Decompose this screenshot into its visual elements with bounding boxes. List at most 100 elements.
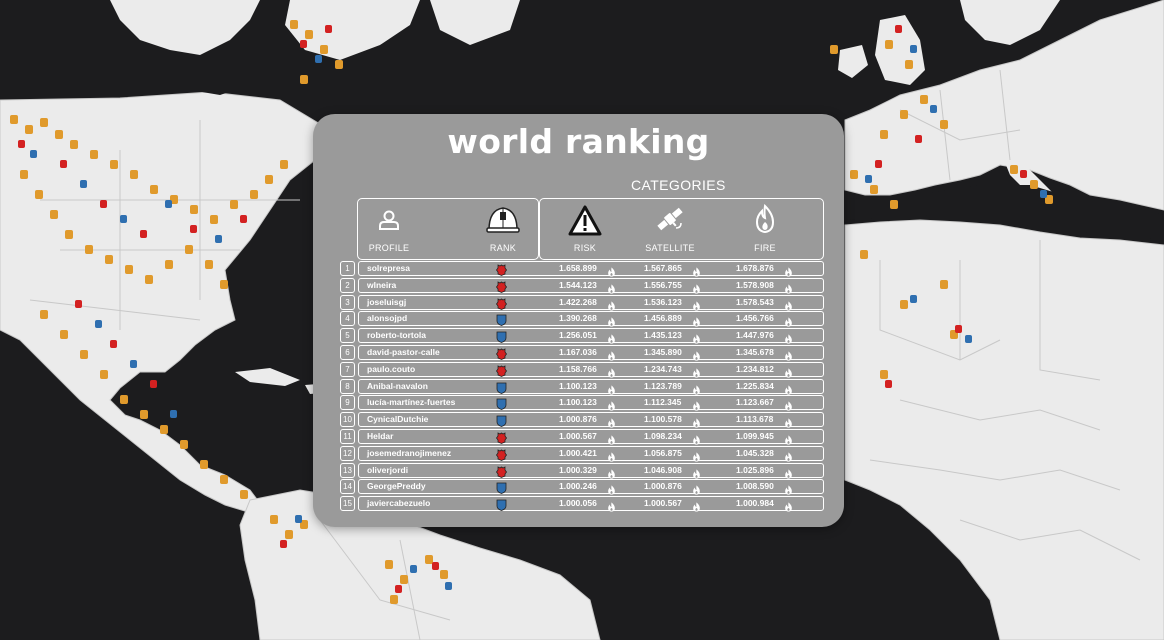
row-position: 9 xyxy=(340,395,355,411)
username-link[interactable]: joseluisgj xyxy=(367,296,407,307)
row-bar[interactable]: david-pastor-calle 1.167.036 1.345.890 1.34… xyxy=(358,344,824,361)
flame-icon xyxy=(692,415,701,428)
flame-icon xyxy=(692,398,701,411)
username-link[interactable]: roberto-tortola xyxy=(367,330,427,341)
flame-icon xyxy=(607,482,616,495)
risk-score: 1.658.899 xyxy=(559,263,597,273)
table-row[interactable]: 15 javiercabezuelo 1.000.056 1.000.567 1.000… xyxy=(340,496,824,512)
flame-icon xyxy=(607,415,616,428)
rank-label: RANK xyxy=(489,243,517,253)
flame-icon xyxy=(692,298,701,311)
fire-score: 1.045.328 xyxy=(736,447,774,458)
risk-score: 1.422.268 xyxy=(559,296,597,307)
flame-icon xyxy=(607,365,616,378)
username-link[interactable]: oliverjordi xyxy=(367,464,409,475)
rank-blue-icon xyxy=(496,481,507,495)
table-row[interactable]: 12 josemedranojimenez 1.000.421 1.056.875 1.… xyxy=(340,445,824,462)
row-bar[interactable]: javiercabezuelo 1.000.056 1.000.567 1.000.9… xyxy=(358,496,824,512)
row-bar[interactable]: Heldar 1.000.567 1.098.234 1.099.945 xyxy=(358,428,824,445)
flame-icon xyxy=(784,331,793,344)
helmet-icon xyxy=(486,207,520,233)
canada-north xyxy=(110,0,260,55)
africa-landmass xyxy=(844,219,1164,640)
risk-score: 1.000.246 xyxy=(559,481,597,492)
username-link[interactable]: david-pastor-calle xyxy=(367,346,440,357)
row-bar[interactable]: joseluisgj 1.422.268 1.536.123 1.578.543 xyxy=(358,294,824,311)
username-link[interactable]: Heldar xyxy=(367,430,394,441)
username-link[interactable]: GeorgePreddy xyxy=(367,481,426,492)
row-position: 2 xyxy=(340,277,355,293)
flame-icon xyxy=(692,348,701,361)
flame-icon xyxy=(692,382,701,395)
table-row[interactable]: 3 joseluisgj 1.422.268 1.536.123 1.578.543 xyxy=(340,294,824,311)
rank-column-header[interactable]: RANK xyxy=(472,199,534,259)
table-row[interactable]: 4 alonsojpd 1.390.268 1.456.889 1.456.766 xyxy=(340,311,824,327)
table-row[interactable]: 14 GeorgePreddy 1.000.246 1.000.876 1.008.59… xyxy=(340,479,824,495)
satellite-score: 1.456.889 xyxy=(644,313,682,324)
satellite-icon xyxy=(657,207,683,231)
table-row[interactable]: 2 wlneira 1.544.123 1.556.755 1.578.908 xyxy=(340,277,824,294)
risk-score: 1.000.421 xyxy=(559,447,597,458)
rank-red-icon xyxy=(496,448,507,461)
row-position: 12 xyxy=(340,445,355,461)
risk-score: 1.544.123 xyxy=(559,279,597,290)
row-bar[interactable]: GeorgePreddy 1.000.246 1.000.876 1.008.590 xyxy=(358,479,824,495)
profile-label: PROFILE xyxy=(368,243,410,253)
table-row[interactable]: 8 Anibal-navalon 1.100.123 1.123.789 1.225.8… xyxy=(340,378,824,395)
fire-score: 1.456.766 xyxy=(736,313,774,324)
row-position: 7 xyxy=(340,361,355,377)
table-row[interactable]: 13 oliverjordi 1.000.329 1.046.908 1.025.896 xyxy=(340,462,824,479)
row-bar[interactable]: CynicalDutchie 1.000.876 1.100.578 1.113.67… xyxy=(358,412,824,428)
row-bar[interactable]: paulo.couto 1.158.766 1.234.743 1.234.812 xyxy=(358,361,824,378)
username-link[interactable]: wlneira xyxy=(367,279,397,290)
user-icon xyxy=(379,210,399,230)
satellite-score: 1.046.908 xyxy=(644,464,682,475)
risk-score: 1.000.876 xyxy=(559,414,597,425)
username-link[interactable]: CynicalDutchie xyxy=(367,414,429,425)
username-link[interactable]: Anibal-navalon xyxy=(367,380,428,391)
rank-red-icon xyxy=(496,263,507,276)
table-row[interactable]: 5 roberto-tortola 1.256.051 1.435.123 1.447.… xyxy=(340,328,824,344)
row-bar[interactable]: Anibal-navalon 1.100.123 1.123.789 1.225.83… xyxy=(358,378,824,395)
username-link[interactable]: paulo.couto xyxy=(367,363,416,374)
profile-column-header[interactable]: PROFILE xyxy=(358,199,420,259)
fire-column-header[interactable]: FIRE xyxy=(730,199,800,259)
table-row[interactable]: 11 Heldar 1.000.567 1.098.234 1.099.945 xyxy=(340,428,824,445)
ireland xyxy=(838,45,868,78)
risk-score: 1.167.036 xyxy=(559,346,597,357)
row-bar[interactable]: lucía-martínez-fuertes 1.100.123 1.112.345… xyxy=(358,395,824,411)
rank-blue-icon xyxy=(496,313,507,327)
table-row[interactable]: 10 CynicalDutchie 1.000.876 1.100.578 1.113.… xyxy=(340,412,824,428)
row-bar[interactable]: roberto-tortola 1.256.051 1.435.123 1.447.9… xyxy=(358,328,824,344)
username-link[interactable]: javiercabezuelo xyxy=(367,498,431,509)
username-link[interactable]: josemedranojimenez xyxy=(367,447,452,458)
username-link[interactable]: lucía-martínez-fuertes xyxy=(367,397,456,408)
username-link[interactable]: solrepresa xyxy=(367,263,410,273)
table-row[interactable]: 6 david-pastor-calle 1.167.036 1.345.890 1.3… xyxy=(340,344,824,361)
rank-red-icon xyxy=(496,465,507,478)
rank-blue-icon xyxy=(496,330,507,344)
fire-score: 1.099.945 xyxy=(736,430,774,441)
row-bar[interactable]: oliverjordi 1.000.329 1.046.908 1.025.896 xyxy=(358,462,824,479)
flame-icon xyxy=(607,281,616,294)
risk-column-header[interactable]: RISK xyxy=(550,199,620,259)
table-row[interactable]: 1 solrepresa 1.658.899 1.567.865 1.678.876 xyxy=(340,261,824,277)
categories-header: RISK SATELLITE FIRE xyxy=(539,198,824,260)
row-bar[interactable]: solrepresa 1.658.899 1.567.865 1.678.876 xyxy=(358,261,824,277)
table-row[interactable]: 7 paulo.couto 1.158.766 1.234.743 1.234.812 xyxy=(340,361,824,378)
flame-icon xyxy=(692,482,701,495)
satellite-column-header[interactable]: SATELLITE xyxy=(635,199,705,259)
flame-icon xyxy=(784,365,793,378)
flame-icon xyxy=(784,281,793,294)
row-bar[interactable]: josemedranojimenez 1.000.421 1.056.875 1.04… xyxy=(358,445,824,462)
fire-score: 1.000.984 xyxy=(736,498,774,509)
satellite-score: 1.000.567 xyxy=(644,498,682,509)
table-row[interactable]: 9 lucía-martínez-fuertes 1.100.123 1.112.34… xyxy=(340,395,824,411)
satellite-score: 1.000.876 xyxy=(644,481,682,492)
row-bar[interactable]: wlneira 1.544.123 1.556.755 1.578.908 xyxy=(358,277,824,294)
fire-score: 1.123.667 xyxy=(736,397,774,408)
row-position: 1 xyxy=(340,261,355,276)
username-link[interactable]: alonsojpd xyxy=(367,313,408,324)
row-bar[interactable]: alonsojpd 1.390.268 1.456.889 1.456.766 xyxy=(358,311,824,327)
risk-score: 1.000.567 xyxy=(559,430,597,441)
